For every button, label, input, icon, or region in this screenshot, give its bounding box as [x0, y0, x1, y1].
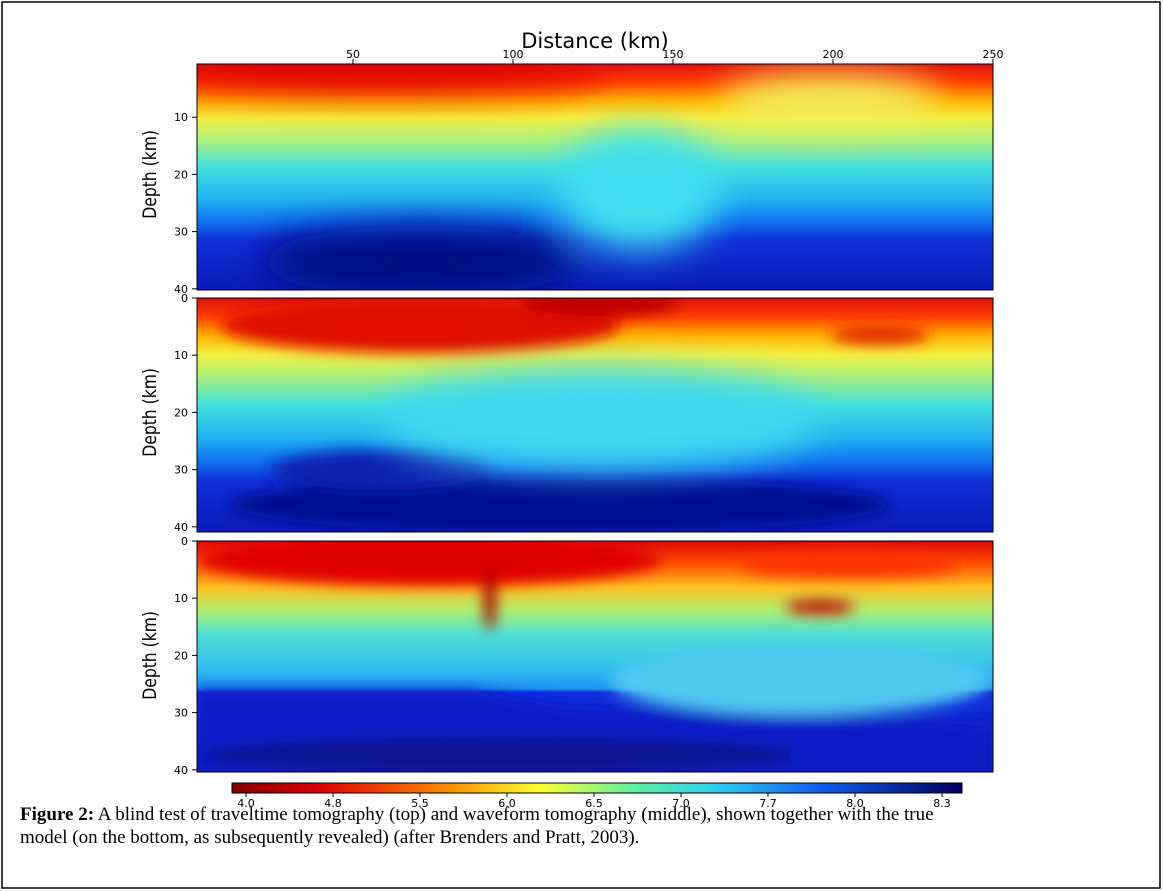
y-axis-label: Depth (km): [140, 611, 162, 700]
colorbar-tick-label: 6.5: [585, 797, 603, 810]
x-tick-label: 250: [983, 48, 1004, 61]
panel-frame: [196, 540, 994, 773]
y-tick-label: 0: [181, 535, 188, 548]
panel-frame: [196, 297, 994, 533]
colorbar-tick-label: 8.0: [846, 797, 864, 810]
y-tick-label: 30: [174, 464, 188, 477]
y-tick-label: 20: [174, 649, 188, 662]
x-tick-label: 100: [503, 48, 524, 61]
heatmap-middle: [197, 298, 993, 532]
colorbar-tick-label: 7.0: [672, 797, 690, 810]
heatmap-bottom: [197, 541, 993, 772]
colorbar-tick-label: 7.7: [759, 797, 777, 810]
y-tick-label: 30: [174, 707, 188, 720]
y-tick-label: 10: [174, 592, 188, 605]
colorbar-tick-label: 4.8: [324, 797, 342, 810]
x-tick-label: 150: [663, 48, 684, 61]
y-tick-label: 30: [174, 226, 188, 239]
colorbar: [231, 782, 963, 794]
colorbar-tick-label: 5.5: [411, 797, 429, 810]
y-tick-label: 20: [174, 168, 188, 181]
caption: Figure 2: A blind test of traveltime tom…: [20, 803, 980, 849]
heatmap-top: [197, 64, 993, 290]
y-tick-label: 0: [181, 292, 188, 305]
x-axis-label: Distance (km): [521, 29, 669, 53]
x-tick-label: 200: [823, 48, 844, 61]
y-tick-label: 40: [174, 764, 188, 777]
y-axis-label: Depth (km): [140, 368, 162, 457]
y-axis-label: Depth (km): [140, 130, 162, 219]
y-tick-label: 20: [174, 406, 188, 419]
colorbar-tick-label: 8.3: [933, 797, 951, 810]
panel-frame: [196, 63, 994, 291]
caption-text: A blind test of traveltime tomography (t…: [20, 804, 934, 848]
y-tick-label: 40: [174, 283, 188, 296]
y-tick-label: 10: [174, 111, 188, 124]
x-tick-label: 50: [346, 48, 360, 61]
caption-label: Figure 2:: [20, 804, 95, 825]
colorbar-tick-label: 6.0: [498, 797, 516, 810]
y-tick-label: 10: [174, 349, 188, 362]
y-tick-label: 40: [174, 521, 188, 534]
colorbar-tick-label: 4.0: [237, 797, 255, 810]
